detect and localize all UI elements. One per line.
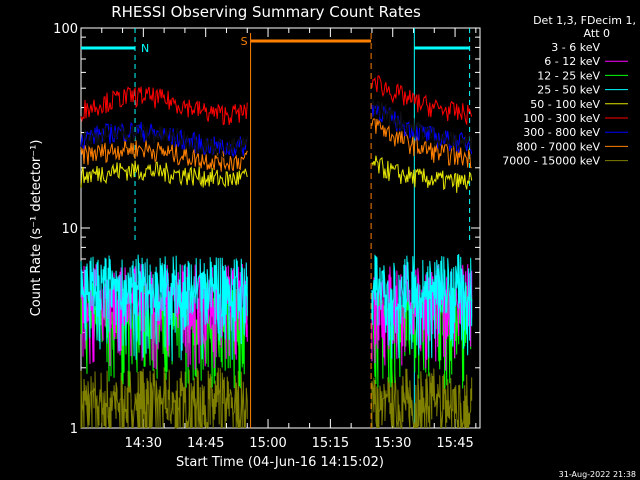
legend-label: 800 - 7000 keV bbox=[516, 140, 600, 153]
series-line bbox=[371, 155, 473, 193]
legend-header: Det 1,3, FDecim 1, bbox=[533, 14, 636, 27]
legend-label: 6 - 12 keV bbox=[544, 55, 600, 68]
chart-title: RHESSI Observing Summary Count Rates bbox=[111, 3, 421, 21]
series-line bbox=[371, 368, 473, 430]
legend-label: 50 - 100 keV bbox=[530, 98, 600, 111]
series-line bbox=[80, 367, 248, 430]
x-tick-label: 15:45 bbox=[436, 436, 473, 451]
series-line bbox=[80, 138, 248, 172]
flag-label-N: N bbox=[141, 42, 149, 55]
x-axis-label: Start Time (04-Jun-16 14:15:02) bbox=[176, 455, 384, 470]
plot-axes: 1 10 100 14:30 14:45 15:00 15:15 15:30 15:45 bbox=[53, 22, 481, 451]
y-tick-label: 100 bbox=[53, 22, 78, 37]
series-line bbox=[80, 281, 248, 389]
legend-label: 100 - 300 keV bbox=[523, 112, 600, 125]
series-group bbox=[80, 75, 473, 430]
x-tick-label: 15:15 bbox=[312, 436, 349, 451]
x-tick-label: 15:30 bbox=[374, 436, 411, 451]
legend-label: 7000 - 15000 keV bbox=[502, 155, 600, 168]
legend-label: 300 - 800 keV bbox=[523, 126, 600, 139]
legend-header: Att 0 bbox=[584, 27, 610, 40]
series-line bbox=[80, 123, 248, 159]
y-tick-label: 10 bbox=[61, 222, 78, 237]
timestamp: 31-Aug-2022 21:38 bbox=[559, 470, 636, 479]
flag-label-S: S bbox=[241, 35, 248, 48]
series-line bbox=[80, 86, 248, 126]
y-tick-label: 1 bbox=[70, 422, 78, 437]
x-tick-label: 14:45 bbox=[187, 436, 224, 451]
series-line bbox=[371, 118, 472, 169]
x-tick-label: 14:30 bbox=[125, 436, 162, 451]
series-line bbox=[371, 75, 473, 125]
legend-label: 12 - 25 keV bbox=[537, 69, 600, 82]
y-axis-label: Count Rate (s⁻¹ detector⁻¹) bbox=[29, 140, 44, 317]
x-tick-label: 15:00 bbox=[249, 436, 286, 451]
series-line bbox=[371, 99, 473, 151]
series-line bbox=[371, 253, 473, 359]
legend-label: 3 - 6 keV bbox=[551, 41, 600, 54]
series-line bbox=[80, 160, 248, 188]
legend-label: 25 - 50 keV bbox=[537, 84, 600, 97]
series-line bbox=[80, 254, 248, 362]
